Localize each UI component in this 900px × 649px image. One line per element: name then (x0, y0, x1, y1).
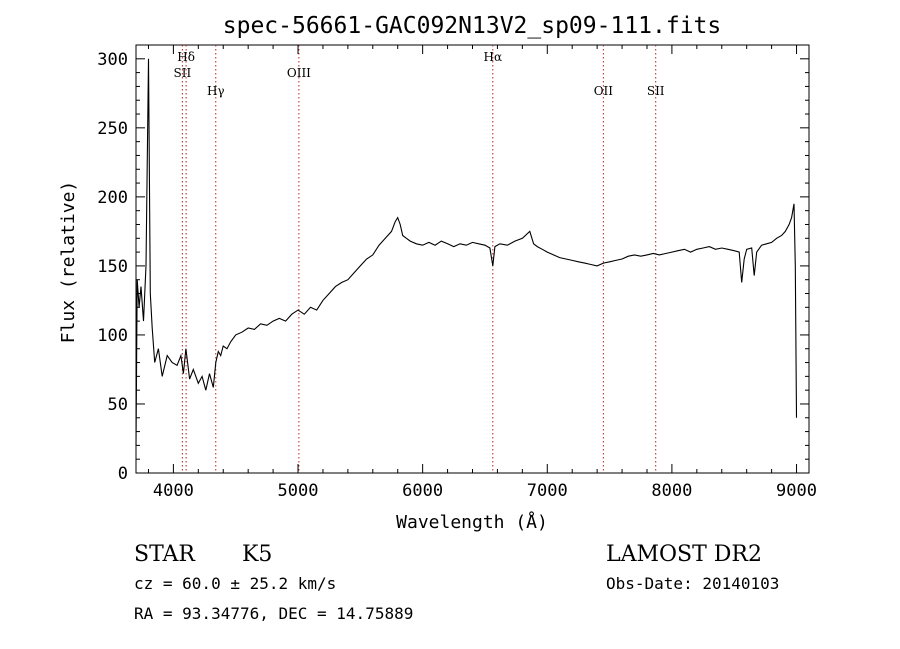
emission-lines: Hδ SII Hγ OIII Hα OII SII (174, 45, 665, 473)
coordinates: RA = 93.34776, DEC = 14.75889 (134, 604, 413, 623)
y-tick-label: 300 (97, 50, 128, 70)
line-marker-label: SII (647, 84, 665, 98)
y-tick-label: 100 (97, 326, 128, 346)
y-tick-label: 0 (118, 464, 128, 484)
line-marker-label: Hα (484, 50, 503, 64)
y-axis-label: Flux (relative) (58, 181, 79, 344)
x-tick-label: 4000 (153, 481, 194, 501)
line-marker-label: OII (594, 84, 614, 98)
y-tick-label: 150 (97, 257, 128, 277)
y-axis-ticks: 0 50 100 150 200 250 300 (97, 50, 809, 484)
line-marker-label: OIII (287, 66, 311, 80)
y-tick-label: 250 (97, 119, 128, 139)
x-tick-label: 9000 (776, 481, 817, 501)
object-subclass: K5 (242, 542, 272, 567)
chart-title: spec-56661-GAC092N13V2_sp09-111.fits (223, 13, 722, 39)
plot-area: Hδ SII Hγ OIII Hα OII SII 4000 5000 6000 7000 8000… (97, 44, 817, 501)
x-axis-ticks: 4000 5000 6000 7000 8000 9000 (147, 45, 817, 501)
y-tick-label: 200 (97, 188, 128, 208)
x-tick-label: 5000 (278, 481, 319, 501)
x-tick-label: 6000 (402, 481, 443, 501)
x-tick-label: 7000 (527, 481, 568, 501)
plot-frame (135, 44, 810, 474)
y-tick-label: 50 (108, 395, 128, 415)
info-block: STAR K5 cz = 60.0 ± 25.2 km/s RA = 93.34… (134, 542, 779, 623)
object-class: STAR (134, 542, 196, 567)
line-marker-label: Hδ (177, 50, 195, 64)
spectrum-line (135, 58, 798, 446)
redshift-cz: cz = 60.0 ± 25.2 km/s (134, 574, 336, 593)
x-axis-label: Wavelength (Å) (396, 511, 548, 533)
line-marker-label: SII (174, 66, 192, 80)
obs-date: Obs-Date: 20140103 (606, 574, 779, 593)
survey-name: LAMOST DR2 (606, 542, 762, 567)
line-marker-label: Hγ (207, 84, 225, 98)
x-tick-label: 8000 (651, 481, 692, 501)
